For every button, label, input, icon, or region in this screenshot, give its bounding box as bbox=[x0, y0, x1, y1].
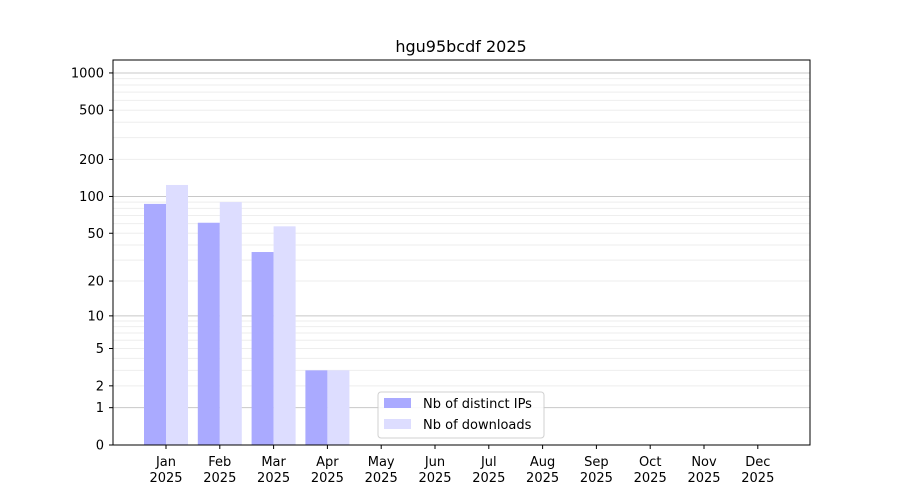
legend-box bbox=[377, 391, 545, 439]
y-tick-label: 1 bbox=[96, 401, 104, 416]
y-tick-label: 0 bbox=[96, 439, 104, 454]
y-tick-label: 50 bbox=[87, 227, 104, 242]
y-tick-label: 500 bbox=[79, 104, 104, 119]
legend-label: Nb of distinct IPs bbox=[423, 397, 532, 412]
x-tick-label: 2025 bbox=[203, 471, 236, 486]
bar-distinct-ips bbox=[144, 203, 166, 445]
x-tick-label: May bbox=[368, 455, 395, 470]
y-tick-label: 10 bbox=[87, 309, 104, 324]
y-tick-label: 20 bbox=[87, 275, 104, 290]
x-tick-label: 2025 bbox=[418, 471, 451, 486]
x-tick-label: Mar bbox=[261, 455, 286, 470]
x-tick-label: Dec bbox=[745, 455, 770, 470]
bar-downloads bbox=[327, 370, 350, 445]
x-tick-label: Apr bbox=[316, 455, 339, 470]
bar-distinct-ips bbox=[251, 252, 274, 445]
legend: Nb of distinct IPs Nb of downloads bbox=[377, 391, 545, 439]
bar-downloads bbox=[219, 202, 242, 445]
x-tick-label: Nov bbox=[691, 455, 717, 470]
x-tick-label: 2025 bbox=[741, 471, 774, 486]
y-tick-label: 2 bbox=[96, 379, 104, 394]
bar-downloads bbox=[273, 226, 296, 445]
legend-swatch bbox=[384, 419, 411, 429]
x-tick-label: Jan bbox=[155, 455, 176, 470]
x-tick-label: 2025 bbox=[365, 471, 398, 486]
bar-distinct-ips bbox=[197, 222, 220, 445]
x-tick-label: Jul bbox=[480, 455, 497, 470]
x-tick-label: Aug bbox=[530, 455, 555, 470]
x-tick-label: 2025 bbox=[149, 471, 182, 486]
plot-frame bbox=[112, 59, 811, 446]
x-tick-label: Jun bbox=[424, 455, 445, 470]
x-tick-label: 2025 bbox=[311, 471, 344, 486]
legend-swatch bbox=[384, 398, 411, 408]
x-tick-label: Oct bbox=[639, 455, 661, 470]
bar-distinct-ips bbox=[305, 370, 328, 445]
x-tick-label: 2025 bbox=[634, 471, 667, 486]
x-tick-label: 2025 bbox=[687, 471, 720, 486]
x-tick-label: 2025 bbox=[580, 471, 613, 486]
x-tick-label: Sep bbox=[584, 455, 609, 470]
legend-label: Nb of downloads bbox=[423, 418, 532, 433]
x-tick-label: 2025 bbox=[257, 471, 290, 486]
chart-title: hgu95bcdf 2025 bbox=[395, 37, 526, 56]
x-tick-label: 2025 bbox=[526, 471, 559, 486]
y-tick-label: 200 bbox=[79, 153, 104, 168]
y-tick-label: 5 bbox=[96, 342, 104, 357]
x-tick-label: Feb bbox=[208, 455, 231, 470]
y-tick-label: 1000 bbox=[71, 66, 104, 81]
x-tick-label: 2025 bbox=[472, 471, 505, 486]
y-tick-label: 100 bbox=[79, 190, 104, 205]
bar-downloads bbox=[166, 184, 188, 445]
